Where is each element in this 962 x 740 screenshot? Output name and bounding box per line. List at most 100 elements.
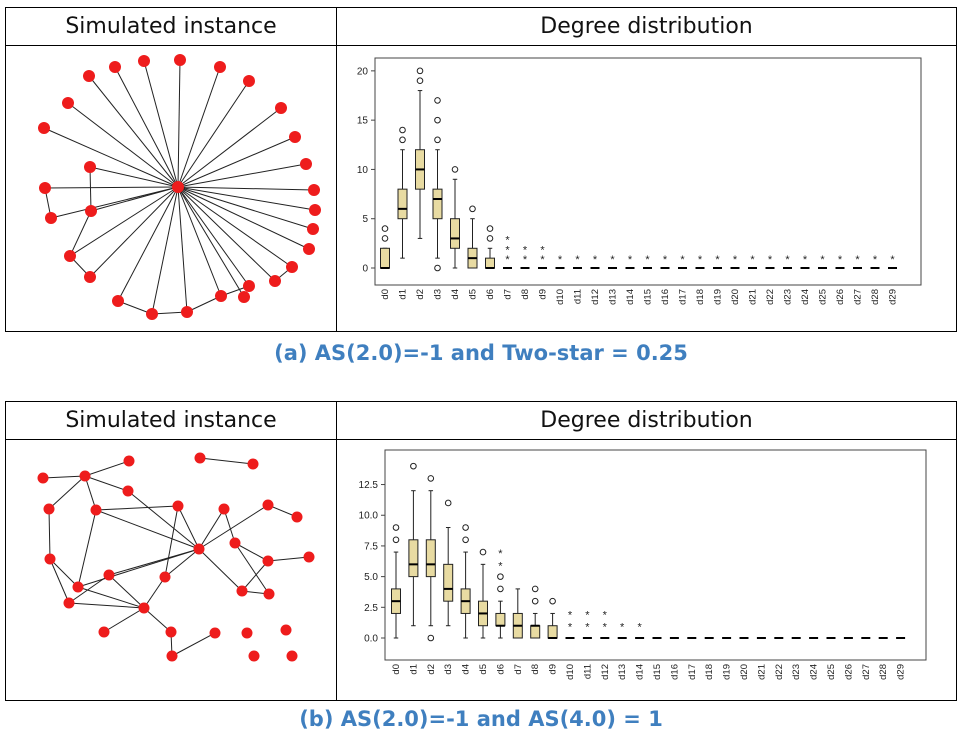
graph-node xyxy=(289,131,301,143)
extreme-point: * xyxy=(540,254,545,266)
x-tick-label: d20 xyxy=(739,664,750,680)
extreme-point: * xyxy=(637,622,642,634)
graph-edge xyxy=(177,505,200,550)
graph-edge xyxy=(69,210,92,257)
x-tick-label: d10 xyxy=(565,664,576,680)
graph-edge xyxy=(177,186,293,268)
x-tick-label: d15 xyxy=(643,289,654,305)
graph-node xyxy=(209,627,221,639)
x-tick-label: d18 xyxy=(704,664,715,680)
extreme-point: * xyxy=(585,609,590,621)
x-tick-label: d25 xyxy=(826,664,837,680)
box-d0 xyxy=(391,524,401,639)
graph-edge xyxy=(177,186,188,313)
box-d2 xyxy=(415,67,425,239)
graph-node xyxy=(275,102,287,114)
plot-frame xyxy=(384,449,927,661)
graph-edge xyxy=(234,542,270,595)
graph-node xyxy=(280,624,292,636)
graph-edge xyxy=(49,558,79,588)
graph-edge xyxy=(199,457,254,465)
graph-edge xyxy=(177,136,296,188)
graph-edge xyxy=(68,574,110,604)
graph-node xyxy=(194,452,206,464)
graph-edge xyxy=(88,75,179,188)
graph-node xyxy=(172,181,184,193)
extreme-point: * xyxy=(610,254,615,266)
outlier-point xyxy=(427,475,435,482)
graph-node xyxy=(308,184,320,196)
extreme-point: * xyxy=(568,622,573,634)
graph-edge xyxy=(164,548,200,578)
graph-edge xyxy=(117,186,179,302)
graph-node xyxy=(103,569,115,581)
outlier-point xyxy=(479,548,487,556)
graph-node xyxy=(123,455,135,467)
y-tick-label: 12.5 xyxy=(359,480,379,491)
outlier-point xyxy=(462,524,469,531)
graph-node xyxy=(303,243,315,255)
graph-node xyxy=(62,97,74,109)
graph-edge xyxy=(164,505,179,578)
extreme-point: * xyxy=(890,254,895,266)
graph-edge xyxy=(177,186,310,250)
x-tick-label: d10 xyxy=(555,289,566,305)
extreme-point: * xyxy=(568,609,573,621)
graph-node xyxy=(84,161,96,173)
graph-node xyxy=(83,70,95,82)
y-tick-label: 5 xyxy=(362,214,368,225)
graph-edge xyxy=(108,574,145,609)
y-tick-label: 15 xyxy=(357,116,369,127)
box-d24: * xyxy=(800,254,810,269)
box-d17: * xyxy=(678,254,687,269)
x-tick-label: d1 xyxy=(398,289,409,300)
box-d6: ** xyxy=(495,548,506,639)
outlier-point xyxy=(392,524,400,531)
x-tick-label: d19 xyxy=(713,289,724,305)
left-header-a: Simulated instance xyxy=(65,14,277,39)
x-tick-label: d24 xyxy=(809,664,820,680)
y-tick-label: 0.0 xyxy=(364,634,378,645)
x-tick-label: d16 xyxy=(660,289,671,305)
graph-node xyxy=(215,290,227,302)
right-header-b: Degree distribution xyxy=(540,408,753,433)
graph-node xyxy=(214,61,226,73)
graph-node xyxy=(138,602,150,614)
graph-node xyxy=(98,626,110,638)
extreme-point: * xyxy=(750,254,755,266)
graph-edge xyxy=(49,558,70,604)
graph-node xyxy=(64,250,76,262)
graph-edge xyxy=(223,508,236,544)
graph-node xyxy=(172,500,184,512)
box-d18: * xyxy=(695,254,705,269)
graph-edge xyxy=(50,186,179,219)
y-tick-label: 20 xyxy=(357,66,369,77)
extreme-point: * xyxy=(593,254,598,266)
graph-node xyxy=(193,543,205,555)
graph-edge xyxy=(43,127,179,188)
graph-node xyxy=(174,54,186,66)
x-tick-label: d14 xyxy=(635,664,646,680)
graph-node xyxy=(37,472,49,484)
extreme-point: * xyxy=(645,254,650,266)
caption-a: (a) AS(2.0)=-1 and Two-star = 0.25 xyxy=(274,341,688,365)
extreme-point: * xyxy=(663,254,668,266)
graph-node xyxy=(286,650,298,662)
x-tick-label: d6 xyxy=(495,664,506,675)
extreme-point: * xyxy=(540,244,545,256)
x-tick-label: d12 xyxy=(600,664,611,680)
box-d10: * xyxy=(555,254,565,269)
x-tick-label: d8 xyxy=(530,664,541,675)
outlier-point xyxy=(410,462,417,470)
graph-edge xyxy=(177,80,250,188)
outlier-point xyxy=(434,97,441,104)
graph-edge xyxy=(151,186,179,315)
box-d23: * xyxy=(783,254,792,269)
graph-node xyxy=(146,308,158,320)
network-graph-star xyxy=(38,54,321,320)
x-tick-label: d0 xyxy=(380,289,391,300)
graph-edge xyxy=(143,576,166,609)
x-tick-label: d23 xyxy=(791,664,802,680)
graph-edge xyxy=(77,586,145,609)
outlier-point xyxy=(531,597,539,605)
